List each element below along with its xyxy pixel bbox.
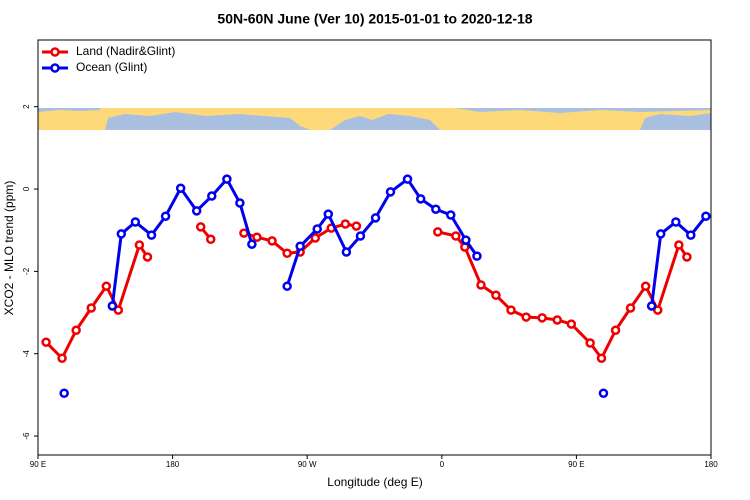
data-point (101, 281, 112, 291)
data-point (282, 281, 292, 291)
x-tick-label: 90 W (298, 460, 317, 469)
data-point (71, 325, 81, 336)
data-point (355, 231, 366, 241)
data-point (682, 252, 692, 262)
x-axis-label: Longitude (deg E) (327, 475, 422, 489)
data-point (446, 210, 456, 220)
data-point (433, 227, 443, 237)
legend-label: Land (Nadir&Glint) (76, 44, 175, 58)
plot-frame (37, 39, 712, 456)
legend-marker (50, 47, 60, 57)
data-point (655, 229, 666, 239)
data-point (175, 183, 186, 193)
data-point (41, 337, 51, 347)
y-tick-label: 2 (22, 104, 31, 109)
data-point (653, 305, 663, 315)
data-point (521, 312, 531, 322)
data-point (415, 194, 426, 204)
y-axis-label: XCO2 - MLO trend (ppm) (2, 181, 16, 316)
x-tick-label: 90 E (30, 460, 46, 469)
y-tick-label: 0 (22, 186, 31, 191)
x-tick-label: 90 E (568, 460, 584, 469)
data-point (207, 191, 217, 201)
x-tick-label: 180 (704, 460, 718, 469)
legend-label: Ocean (Glint) (76, 60, 147, 74)
data-point (610, 325, 621, 336)
data-point (235, 198, 245, 208)
data-point (86, 303, 96, 313)
data-point (402, 174, 413, 184)
data-point (625, 303, 636, 313)
data-point (476, 280, 486, 290)
data-point (252, 232, 262, 242)
data-point (116, 229, 127, 239)
data-point (385, 187, 396, 197)
data-point (506, 305, 516, 315)
data-point (640, 281, 651, 291)
data-point (195, 222, 206, 232)
data-point (107, 301, 118, 311)
data-point (57, 353, 67, 363)
data-point (491, 290, 501, 301)
data-point (646, 301, 657, 311)
data-point (323, 209, 334, 219)
data-point (701, 211, 711, 221)
data-point (222, 174, 232, 184)
data-point (142, 252, 153, 262)
data-point (585, 338, 595, 348)
series-line (45, 222, 689, 360)
x-tick-label: 0 (440, 460, 445, 469)
data-point (160, 211, 171, 221)
data-point (146, 230, 157, 240)
data-point (113, 305, 124, 315)
data-point (674, 240, 684, 250)
data-point (370, 213, 381, 223)
data-point (451, 231, 461, 241)
legend-marker (50, 63, 60, 73)
data-point (295, 241, 305, 252)
y-tick-label: -6 (22, 432, 31, 440)
data-point (340, 219, 351, 229)
data-point (282, 248, 292, 259)
series-line (110, 177, 708, 307)
chart-title: 50N-60N June (Ver 10) 2015-01-01 to 2020… (217, 11, 532, 27)
data-point (598, 388, 609, 398)
data-point (351, 221, 362, 231)
data-point (686, 230, 696, 240)
data-point (130, 217, 141, 227)
data-point (59, 388, 69, 398)
data-point (566, 319, 577, 329)
data-point (552, 315, 563, 325)
data-point (134, 240, 145, 250)
data-point (247, 239, 257, 249)
data-point (310, 233, 321, 243)
data-point (537, 313, 547, 323)
data-point (267, 236, 277, 246)
data-point (596, 353, 607, 363)
data-point (431, 204, 441, 214)
data-point (341, 247, 352, 257)
y-tick-label: -4 (22, 350, 31, 358)
data-point (461, 235, 471, 245)
data-point (312, 224, 322, 234)
data-point (671, 217, 681, 227)
data-point (205, 234, 216, 245)
x-tick-label: 180 (166, 460, 180, 469)
y-tick-label: -2 (22, 267, 31, 275)
data-point (191, 206, 202, 216)
data-point (472, 251, 482, 261)
map-strip (38, 108, 711, 130)
